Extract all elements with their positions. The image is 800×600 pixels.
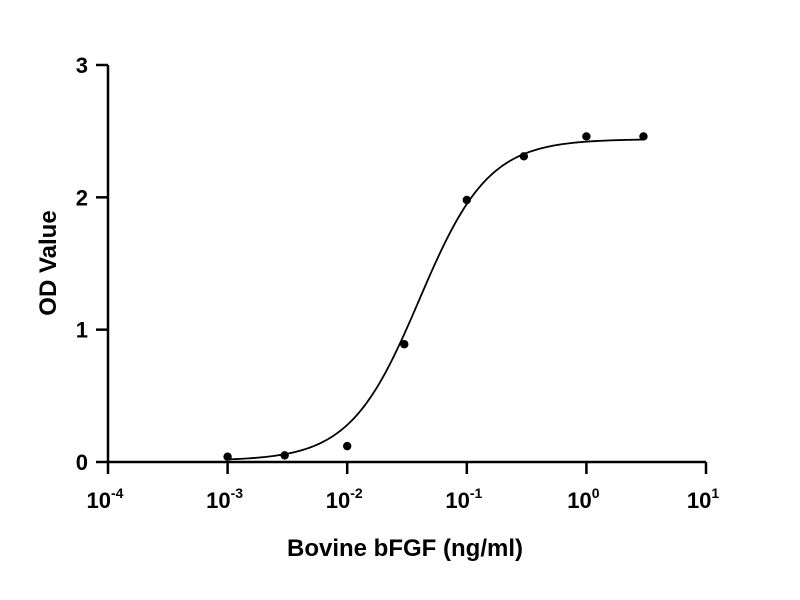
- x-tick-label: 100: [567, 485, 599, 513]
- data-point: [280, 451, 289, 460]
- axes: [106, 65, 706, 464]
- y-axis-title: OD Value: [35, 210, 62, 315]
- x-tick-label: 10-3: [206, 485, 243, 513]
- x-ticks: 10-4 10-3 10-2 10-1 100 101: [87, 462, 719, 513]
- y-tick-label: 1: [76, 318, 88, 343]
- x-tick-label: 10-2: [326, 485, 363, 513]
- data-point: [343, 441, 352, 451]
- data-point: [519, 152, 529, 161]
- x-tick-label: 101: [687, 485, 719, 513]
- x-tick-label: 10-1: [445, 485, 482, 513]
- data-point: [639, 132, 648, 141]
- data-point: [400, 340, 409, 349]
- fit-curve: [227, 138, 644, 461]
- x-tick-label: 10-4: [87, 485, 124, 513]
- data-point: [582, 132, 591, 141]
- data-points: [223, 132, 648, 461]
- y-tick-label: 3: [76, 53, 88, 78]
- y-tick-label: 0: [76, 450, 88, 475]
- data-point: [223, 452, 232, 461]
- x-axis-title: Bovine bFGF (ng/ml): [287, 535, 523, 562]
- y-ticks: 0 1 2 3: [76, 53, 108, 475]
- data-point: [462, 195, 471, 205]
- y-tick-label: 2: [76, 185, 88, 210]
